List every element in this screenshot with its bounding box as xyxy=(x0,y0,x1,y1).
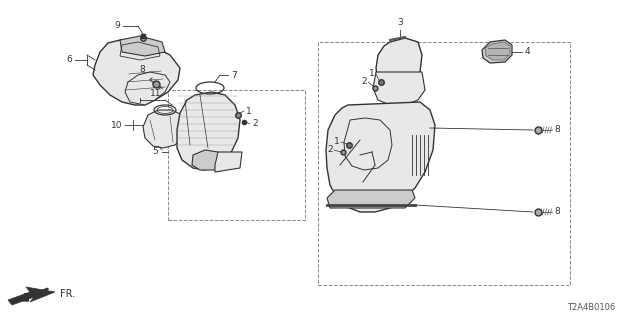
Polygon shape xyxy=(143,110,185,148)
Polygon shape xyxy=(192,150,222,170)
Bar xyxy=(168,90,305,220)
Text: 8: 8 xyxy=(139,66,145,75)
Text: 6: 6 xyxy=(67,55,72,65)
Polygon shape xyxy=(93,40,180,105)
Polygon shape xyxy=(183,125,196,138)
Polygon shape xyxy=(177,92,240,170)
Text: 8: 8 xyxy=(554,125,560,134)
Text: 10: 10 xyxy=(111,121,122,130)
Polygon shape xyxy=(327,190,415,208)
Polygon shape xyxy=(120,36,165,56)
Text: 7: 7 xyxy=(231,70,237,79)
Text: 2: 2 xyxy=(252,119,258,129)
Polygon shape xyxy=(125,72,170,105)
Polygon shape xyxy=(376,38,422,94)
Text: 1: 1 xyxy=(369,69,375,78)
Text: 8: 8 xyxy=(554,207,560,217)
Text: T2A4B0106: T2A4B0106 xyxy=(567,303,615,312)
Text: 2: 2 xyxy=(362,77,367,86)
Polygon shape xyxy=(215,152,242,172)
Text: 1: 1 xyxy=(334,138,340,147)
Polygon shape xyxy=(485,42,510,60)
Polygon shape xyxy=(326,102,435,212)
Text: 5: 5 xyxy=(152,148,158,156)
Polygon shape xyxy=(482,40,512,63)
Polygon shape xyxy=(8,287,55,305)
Text: FR.: FR. xyxy=(60,289,75,299)
Text: 2: 2 xyxy=(328,146,333,155)
Text: 3: 3 xyxy=(397,18,403,27)
Text: 11: 11 xyxy=(150,89,162,98)
Text: 9: 9 xyxy=(115,21,120,30)
Text: 1: 1 xyxy=(246,107,252,116)
Bar xyxy=(318,42,570,285)
Polygon shape xyxy=(373,72,425,105)
Text: 4: 4 xyxy=(525,47,531,57)
